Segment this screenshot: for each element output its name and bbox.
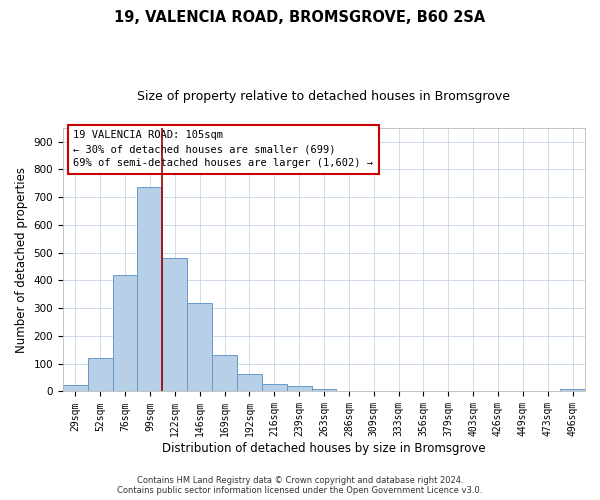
- Bar: [163, 258, 187, 392]
- Text: Contains HM Land Registry data © Crown copyright and database right 2024.
Contai: Contains HM Land Registry data © Crown c…: [118, 476, 482, 495]
- Bar: [137, 188, 163, 392]
- Bar: [262, 384, 287, 392]
- Bar: [237, 374, 262, 392]
- Bar: [311, 388, 337, 392]
- Text: 19 VALENCIA ROAD: 105sqm
← 30% of detached houses are smaller (699)
69% of semi-: 19 VALENCIA ROAD: 105sqm ← 30% of detach…: [73, 130, 373, 168]
- Bar: [560, 390, 585, 392]
- Bar: [113, 275, 137, 392]
- Bar: [63, 386, 88, 392]
- Bar: [88, 358, 113, 392]
- Bar: [212, 355, 237, 392]
- Y-axis label: Number of detached properties: Number of detached properties: [15, 166, 28, 352]
- X-axis label: Distribution of detached houses by size in Bromsgrove: Distribution of detached houses by size …: [162, 442, 486, 455]
- Text: 19, VALENCIA ROAD, BROMSGROVE, B60 2SA: 19, VALENCIA ROAD, BROMSGROVE, B60 2SA: [115, 10, 485, 25]
- Title: Size of property relative to detached houses in Bromsgrove: Size of property relative to detached ho…: [137, 90, 511, 103]
- Bar: [287, 386, 311, 392]
- Bar: [187, 303, 212, 392]
